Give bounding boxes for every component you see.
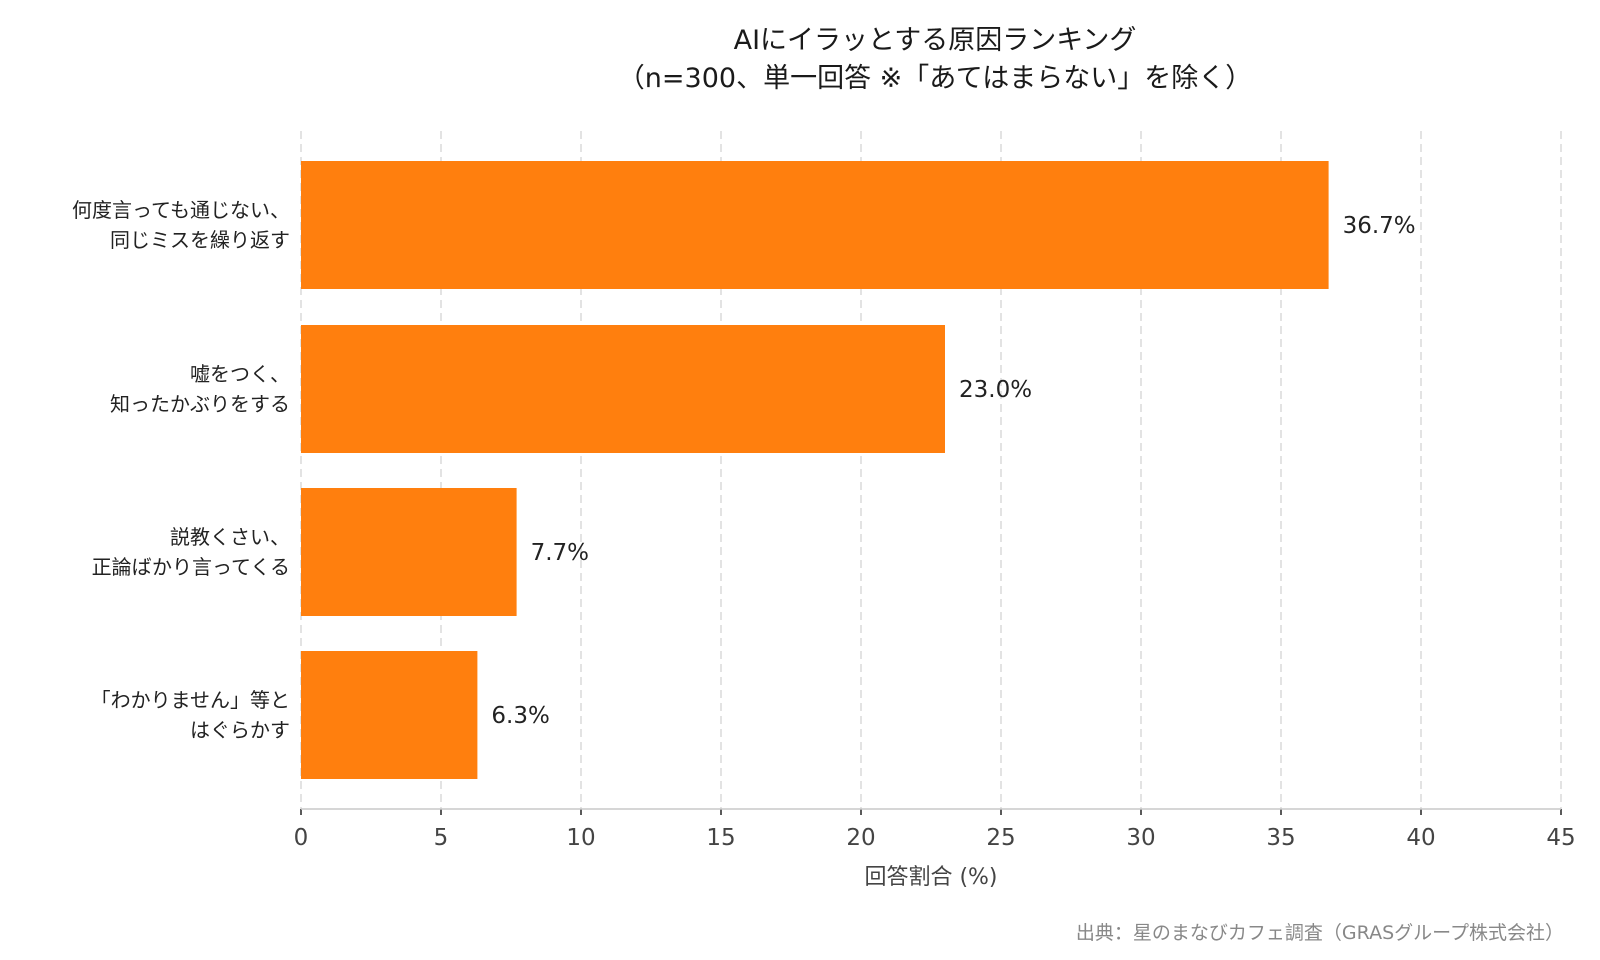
category-label-line: 嘘をつく、	[190, 362, 290, 386]
x-tick-label: 35	[1266, 825, 1295, 851]
category-label-line: 正論ばかり言ってくる	[91, 555, 290, 579]
x-tick-label: 40	[1406, 825, 1435, 851]
category-label-line: 同じミスを繰り返す	[110, 228, 290, 252]
x-tick-label: 20	[846, 825, 875, 851]
bar	[301, 488, 517, 616]
x-tick-label: 10	[566, 825, 595, 851]
category-label: 「わかりません」等とはぐらかす	[91, 685, 290, 745]
bar	[301, 651, 478, 779]
x-tick-label: 45	[1546, 825, 1575, 851]
category-label-line: 「わかりません」等と	[90, 688, 290, 712]
category-label-line: 何度言っても通じない、	[72, 198, 290, 222]
category-label: 何度言っても通じない、同じミスを繰り返す	[72, 195, 290, 255]
bar	[301, 325, 945, 453]
x-tick-label: 0	[294, 825, 309, 851]
x-tick-label: 5	[434, 825, 449, 851]
category-label: 説教くさい、正論ばかり言ってくる	[92, 522, 290, 582]
x-axis-label: 回答割合 (%)	[864, 865, 997, 890]
category-label-line: 説教くさい、	[170, 525, 290, 549]
x-tick-label: 15	[706, 825, 735, 851]
category-label: 嘘をつく、知ったかぶりをする	[110, 359, 290, 419]
chart-title: AIにイラッとする原因ランキング	[733, 25, 1137, 56]
value-label: 6.3%	[491, 703, 549, 729]
value-label: 36.7%	[1343, 213, 1416, 239]
x-tick-label: 25	[986, 825, 1015, 851]
source-note: 出典：星のまなびカフェ調査（GRASグループ株式会社）	[1075, 922, 1564, 944]
value-label: 23.0%	[959, 377, 1032, 403]
value-label: 7.7%	[531, 540, 589, 566]
chart-subtitle: （n=300、単一回答 ※「あてはまらない」を除く）	[617, 63, 1253, 94]
category-label-line: 知ったかぶりをする	[110, 392, 290, 416]
bar	[301, 161, 1329, 289]
x-tick-label: 30	[1126, 825, 1155, 851]
category-label-line: はぐらかす	[190, 718, 290, 742]
